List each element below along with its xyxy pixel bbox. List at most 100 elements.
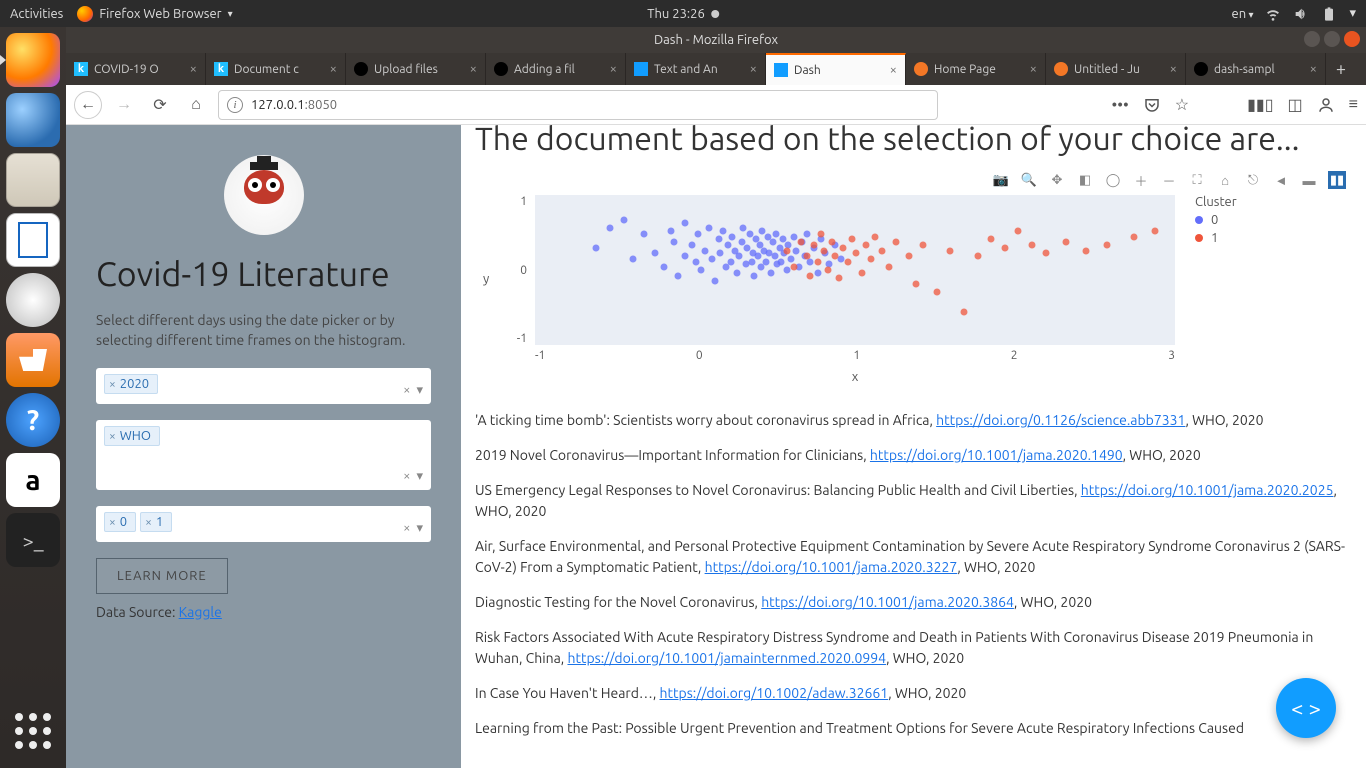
browser-tab[interactable]: Upload files×: [346, 53, 486, 85]
chip-source[interactable]: ×WHO: [104, 426, 160, 446]
clock[interactable]: Thu 23:26: [647, 7, 705, 21]
data-point[interactable]: [717, 250, 724, 257]
activities-button[interactable]: Activities: [10, 7, 63, 21]
data-point[interactable]: [733, 269, 740, 276]
data-point[interactable]: [804, 230, 811, 237]
data-point[interactable]: [920, 242, 927, 249]
volume-icon[interactable]: [1293, 6, 1309, 22]
data-point[interactable]: [1015, 228, 1022, 235]
zoom-icon[interactable]: 🔍: [1020, 171, 1038, 189]
doc-link[interactable]: https://doi.org/10.1002/adaw.32661: [660, 685, 889, 701]
nav-forward[interactable]: →: [110, 91, 138, 119]
data-point[interactable]: [698, 267, 705, 274]
plot-area[interactable]: [535, 195, 1175, 345]
data-point[interactable]: [820, 247, 827, 254]
data-point[interactable]: [974, 253, 981, 260]
data-point[interactable]: [763, 258, 770, 265]
data-point[interactable]: [835, 275, 842, 282]
data-point[interactable]: [892, 239, 899, 246]
dock-amazon[interactable]: a: [6, 453, 60, 507]
window-maximize[interactable]: [1324, 31, 1340, 47]
data-point[interactable]: [722, 264, 729, 271]
data-point[interactable]: [839, 244, 846, 251]
data-point[interactable]: [674, 272, 681, 279]
chip-remove-icon[interactable]: ×: [145, 516, 152, 529]
data-point[interactable]: [1029, 242, 1036, 249]
data-point[interactable]: [630, 255, 637, 262]
data-point[interactable]: [804, 253, 811, 260]
data-point[interactable]: [1103, 242, 1110, 249]
data-point[interactable]: [790, 233, 797, 240]
dock-firefox[interactable]: [6, 33, 60, 87]
browser-tab[interactable]: kCOVID-19 O×: [66, 53, 206, 85]
chip-cluster-1[interactable]: ×1: [140, 512, 172, 532]
data-point[interactable]: [947, 247, 954, 254]
tab-close-icon[interactable]: ×: [1310, 62, 1317, 76]
browser-tab[interactable]: dash-sampl×: [1186, 53, 1326, 85]
chip-cluster-0[interactable]: ×0: [104, 512, 136, 532]
dock-software[interactable]: [6, 333, 60, 387]
nav-back[interactable]: ←: [74, 91, 102, 119]
data-point[interactable]: [858, 269, 865, 276]
data-point[interactable]: [828, 239, 835, 246]
chip-remove-icon[interactable]: ×: [109, 430, 116, 443]
data-point[interactable]: [681, 219, 688, 226]
battery-icon[interactable]: [1321, 6, 1337, 22]
account-icon[interactable]: [1317, 96, 1335, 114]
tab-close-icon[interactable]: ×: [890, 63, 897, 77]
data-point[interactable]: [783, 247, 790, 254]
doc-link[interactable]: https://doi.org/10.1001/jama.2020.3864: [761, 594, 1014, 610]
system-menu-caret-icon[interactable]: ▾: [1349, 6, 1356, 21]
data-point[interactable]: [668, 228, 675, 235]
window-minimize[interactable]: [1304, 31, 1320, 47]
pocket-icon[interactable]: [1143, 96, 1161, 114]
data-point[interactable]: [831, 253, 838, 260]
clear-icon[interactable]: ×: [403, 469, 410, 484]
data-point[interactable]: [849, 236, 856, 243]
lasso-icon[interactable]: ◯: [1104, 171, 1122, 189]
site-info-icon[interactable]: i: [227, 97, 243, 113]
data-point[interactable]: [886, 264, 893, 271]
data-point[interactable]: [788, 255, 795, 262]
chip-year[interactable]: ×2020: [104, 374, 158, 394]
data-point[interactable]: [767, 269, 774, 276]
data-point[interactable]: [1001, 244, 1008, 251]
data-point[interactable]: [706, 225, 713, 232]
data-point[interactable]: [695, 230, 702, 237]
hover-closest-icon[interactable]: ◄: [1272, 171, 1290, 189]
nav-reload[interactable]: ⟳: [146, 91, 174, 119]
data-point[interactable]: [988, 236, 995, 243]
doc-link[interactable]: https://doi.org/10.1001/jamainternmed.20…: [567, 650, 886, 666]
box-select-icon[interactable]: ◧: [1076, 171, 1094, 189]
data-point[interactable]: [640, 230, 647, 237]
data-point[interactable]: [1131, 233, 1138, 240]
data-point[interactable]: [758, 264, 765, 271]
dock-thunderbird[interactable]: [6, 93, 60, 147]
data-point[interactable]: [736, 253, 743, 260]
data-point[interactable]: [692, 258, 699, 265]
data-point[interactable]: [778, 258, 785, 265]
data-point[interactable]: [755, 253, 762, 260]
data-point[interactable]: [702, 247, 709, 254]
new-tab-button[interactable]: +: [1326, 53, 1356, 85]
sidebar-toggle-icon[interactable]: ◫: [1288, 95, 1303, 114]
window-close[interactable]: [1344, 31, 1360, 47]
doc-link[interactable]: https://doi.org/10.1001/jama.2020.3227: [705, 559, 958, 575]
doc-link[interactable]: https://doi.org/10.1001/jama.2020.1490: [870, 447, 1123, 463]
data-point[interactable]: [681, 253, 688, 260]
data-point[interactable]: [790, 264, 797, 271]
hover-compare-icon[interactable]: ▬: [1300, 171, 1318, 189]
tab-close-icon[interactable]: ×: [190, 62, 197, 76]
reset-axes-icon[interactable]: ⌂: [1216, 171, 1234, 189]
learn-more-button[interactable]: LEARN MORE: [96, 558, 228, 594]
data-point[interactable]: [620, 217, 627, 224]
data-point[interactable]: [868, 255, 875, 262]
zoom-in-icon[interactable]: ＋: [1132, 171, 1150, 189]
chip-remove-icon[interactable]: ×: [109, 378, 116, 391]
data-point[interactable]: [817, 230, 824, 237]
tab-close-icon[interactable]: ×: [470, 62, 477, 76]
chip-remove-icon[interactable]: ×: [109, 516, 116, 529]
data-point[interactable]: [933, 289, 940, 296]
data-point[interactable]: [879, 247, 886, 254]
legend-item[interactable]: 1: [1195, 231, 1237, 245]
